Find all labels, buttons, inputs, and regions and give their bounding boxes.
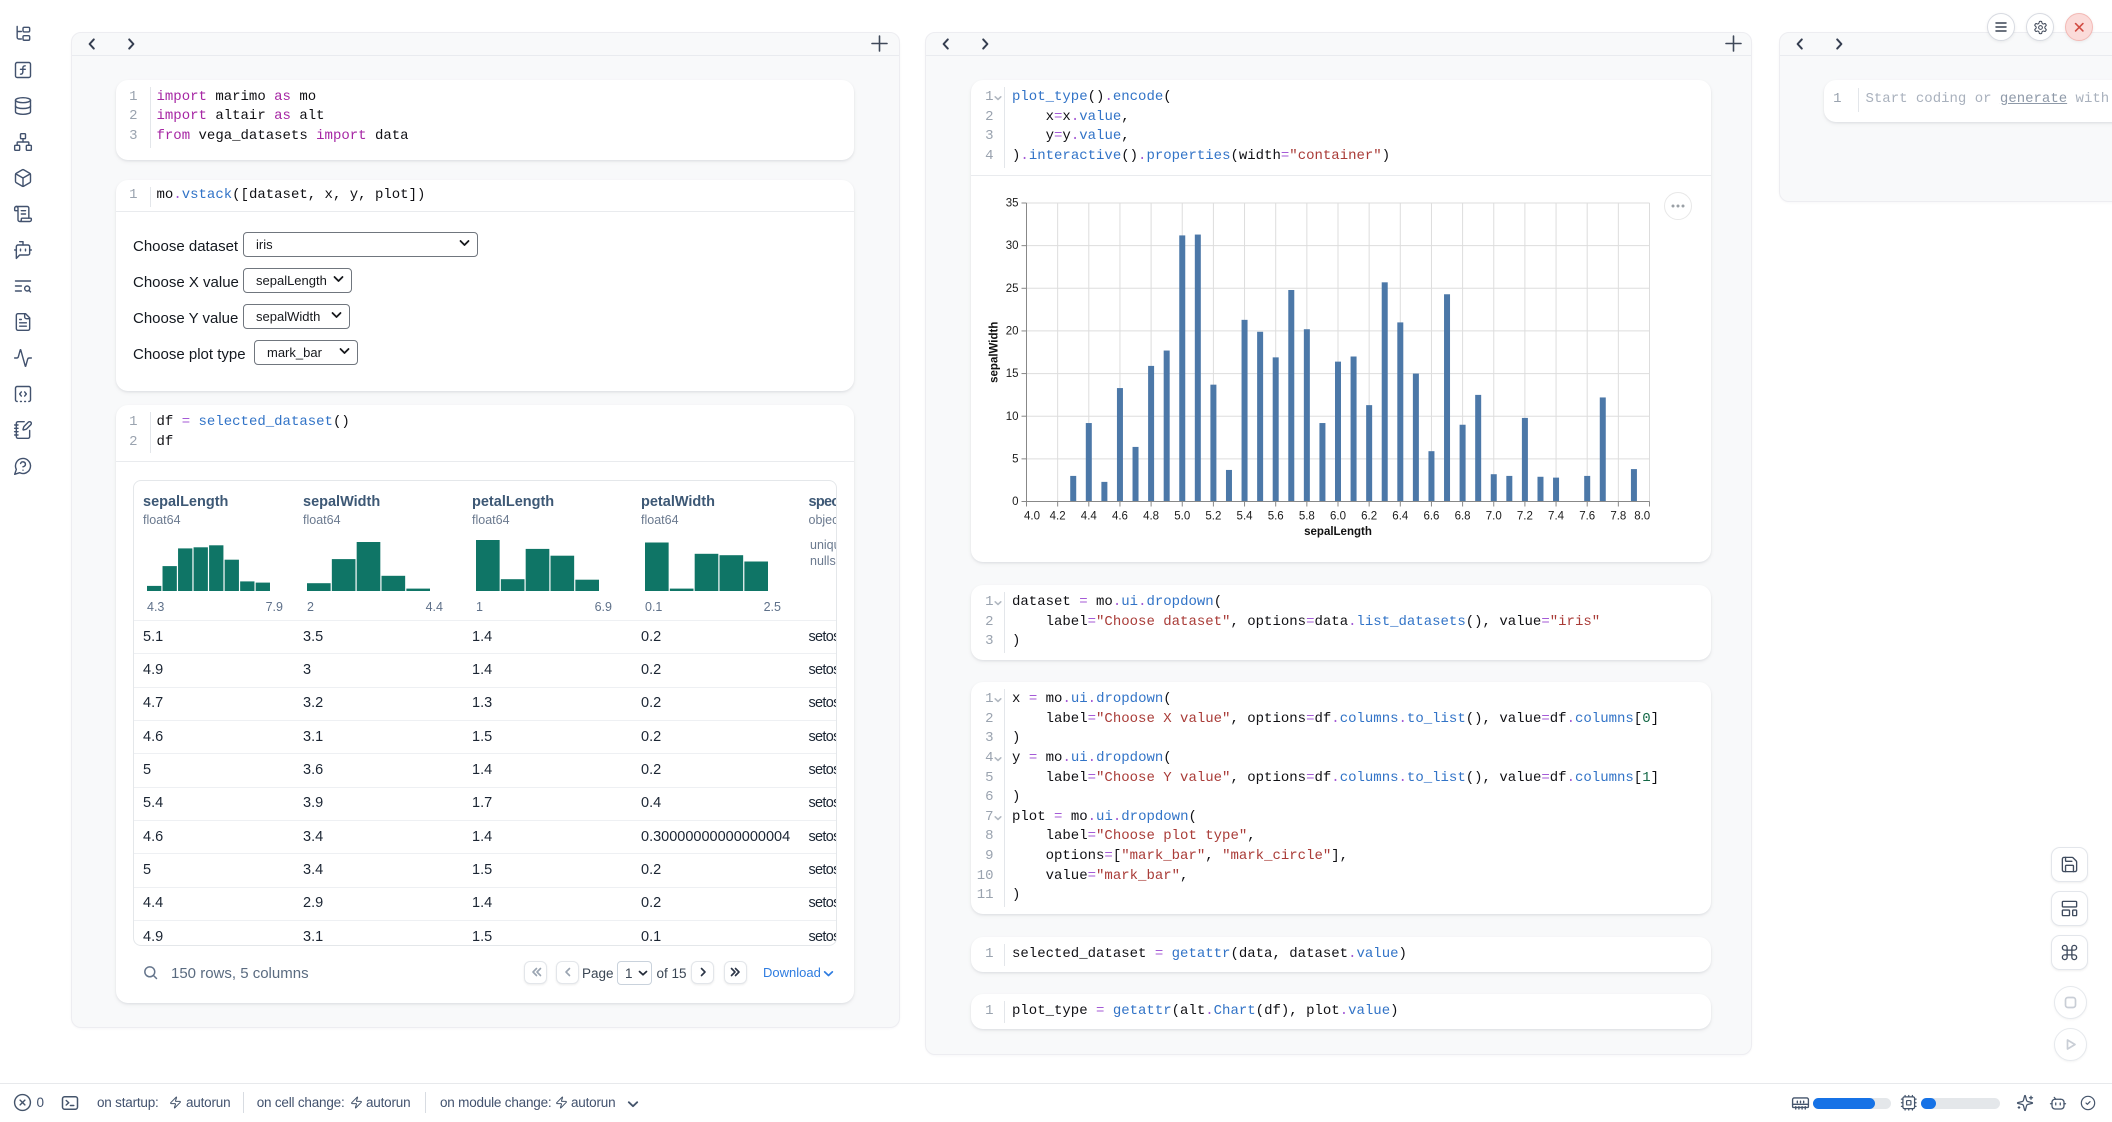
svg-text:8.0: 8.0 bbox=[1634, 511, 1650, 523]
svg-text:6.4: 6.4 bbox=[1392, 511, 1409, 523]
svg-text:0: 0 bbox=[1012, 496, 1018, 508]
svg-text:5.2: 5.2 bbox=[1205, 511, 1221, 523]
svg-text:7.8: 7.8 bbox=[1610, 511, 1626, 523]
svg-text:4.0: 4.0 bbox=[1024, 511, 1040, 523]
svg-text:5.4: 5.4 bbox=[1236, 511, 1253, 523]
svg-text:15: 15 bbox=[1005, 368, 1018, 380]
svg-text:7.0: 7.0 bbox=[1485, 511, 1501, 523]
svg-text:4.8: 4.8 bbox=[1143, 511, 1159, 523]
svg-text:35: 35 bbox=[1005, 198, 1018, 210]
svg-text:5.0: 5.0 bbox=[1174, 511, 1190, 523]
svg-text:4.6: 4.6 bbox=[1111, 511, 1127, 523]
svg-text:7.4: 7.4 bbox=[1548, 511, 1565, 523]
svg-text:30: 30 bbox=[1005, 240, 1018, 252]
svg-text:7.6: 7.6 bbox=[1579, 511, 1595, 523]
svg-text:25: 25 bbox=[1005, 283, 1018, 295]
svg-text:6.8: 6.8 bbox=[1454, 511, 1470, 523]
svg-text:6.0: 6.0 bbox=[1330, 511, 1346, 523]
svg-text:sepalWidth: sepalWidth bbox=[988, 322, 1000, 383]
svg-text:5.6: 5.6 bbox=[1267, 511, 1283, 523]
svg-text:6.2: 6.2 bbox=[1361, 511, 1377, 523]
svg-text:6.6: 6.6 bbox=[1423, 511, 1439, 523]
svg-text:20: 20 bbox=[1005, 326, 1018, 338]
svg-text:4.2: 4.2 bbox=[1049, 511, 1065, 523]
svg-text:sepalLength: sepalLength bbox=[1304, 526, 1372, 538]
svg-text:4.4: 4.4 bbox=[1080, 511, 1097, 523]
svg-text:5.8: 5.8 bbox=[1298, 511, 1314, 523]
svg-text:7.2: 7.2 bbox=[1516, 511, 1532, 523]
svg-text:5: 5 bbox=[1012, 453, 1018, 465]
svg-text:10: 10 bbox=[1005, 411, 1018, 423]
